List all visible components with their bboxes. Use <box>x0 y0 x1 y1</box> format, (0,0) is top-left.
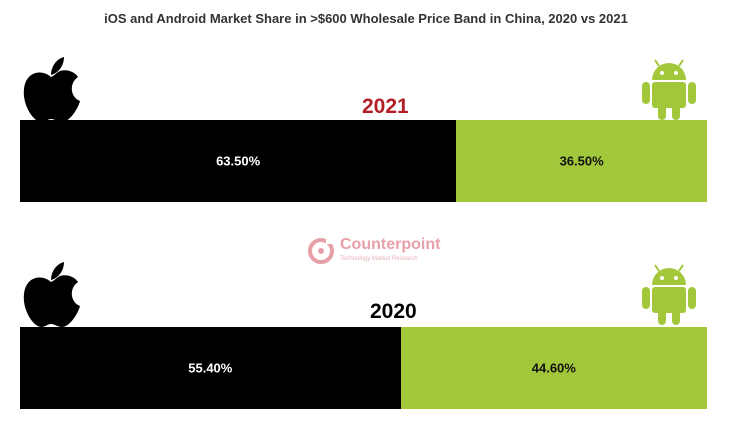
year-label-2021: 2021 <box>362 95 409 118</box>
apple-logo-icon <box>23 262 80 328</box>
data-label-ios-2020: 55.40% <box>188 360 233 376</box>
counterpoint-watermark: Counterpoint Technology Market Research <box>306 236 466 268</box>
watermark-name: Counterpoint <box>340 236 441 253</box>
bar-ios-2021 <box>20 120 457 202</box>
android-robot-icon <box>642 264 696 325</box>
data-label-ios-2021: 63.50% <box>216 153 261 169</box>
counterpoint-logo-icon <box>308 238 334 264</box>
data-label-android-2021: 36.50% <box>559 153 604 169</box>
bar-android-2020 <box>400 327 707 409</box>
bar-ios-2020 <box>20 327 401 409</box>
chart-title: iOS and Android Market Share in >$600 Wh… <box>104 11 628 26</box>
bar-android-2021 <box>456 120 707 202</box>
apple-logo-icon <box>23 57 80 123</box>
data-label-android-2020: 44.60% <box>531 360 576 376</box>
year-label-2020: 2020 <box>370 300 417 323</box>
watermark-tagline: Technology Market Research <box>340 256 418 262</box>
android-robot-icon <box>642 59 696 120</box>
